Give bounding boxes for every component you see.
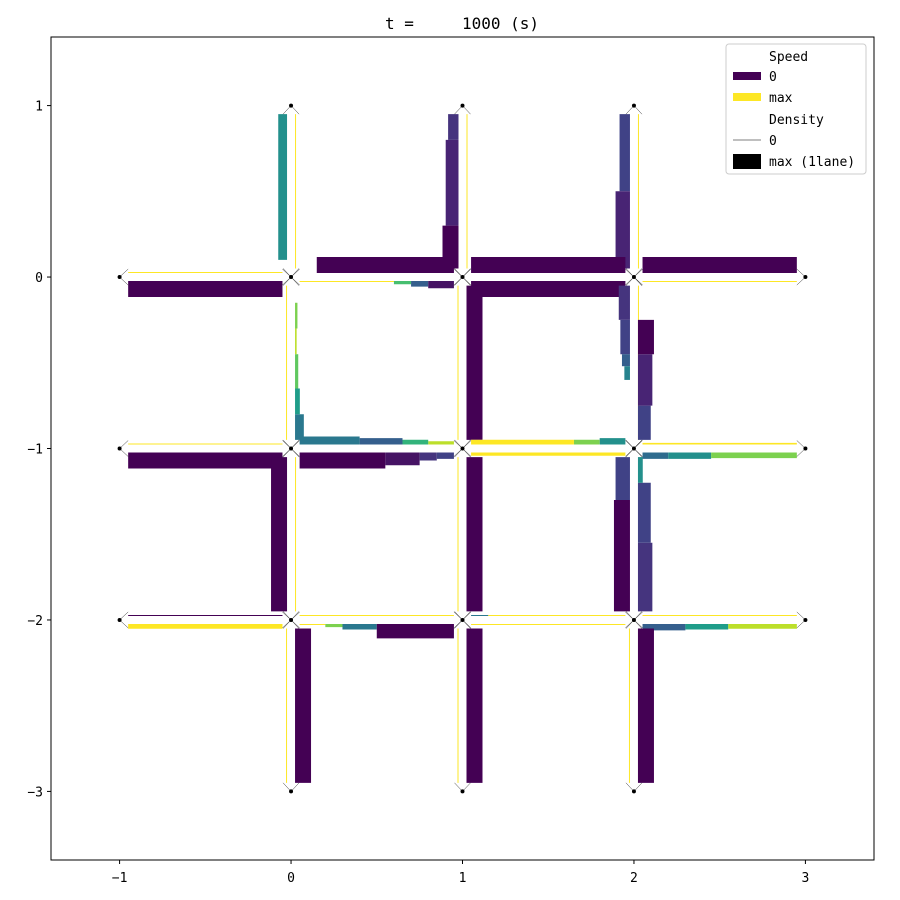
- x-tick-label: 2: [630, 871, 638, 886]
- network-node: [117, 617, 122, 622]
- y-tick-label: −2: [27, 614, 43, 629]
- legend-speed-max-label: max: [769, 91, 793, 106]
- network-node: [631, 275, 636, 280]
- network-node: [289, 617, 294, 622]
- legend-density-max-swatch: [733, 154, 761, 169]
- link-2,-1-to-2,-2: [613, 448, 635, 621]
- chart-title: t = 1000 (s): [385, 14, 539, 33]
- y-tick-label: 1: [35, 100, 43, 115]
- network-node: [631, 617, 636, 622]
- network-node: [289, 103, 294, 108]
- network-node: [803, 617, 808, 622]
- link-2,-2-to-2,-1: [633, 448, 653, 621]
- network-node: [631, 446, 636, 451]
- network-node: [803, 446, 808, 451]
- link-0,-1-to-0,0: [290, 276, 304, 449]
- legend-speed-zero-swatch: [733, 72, 761, 80]
- x-tick-label: 0: [287, 871, 295, 886]
- link-2,0-to-2,-1: [618, 276, 635, 449]
- network-node: [631, 789, 636, 794]
- y-tick-label: 0: [35, 271, 43, 286]
- y-tick-label: −1: [27, 443, 43, 458]
- network-node: [289, 275, 294, 280]
- network-node: [117, 275, 122, 280]
- network-node: [803, 275, 808, 280]
- network-node: [460, 617, 465, 622]
- link-2,-1-to-1,-1: [462, 438, 635, 449]
- legend-density-max-label: max (1lane): [769, 155, 855, 170]
- x-tick-label: −1: [112, 871, 128, 886]
- links-layer: [119, 105, 806, 792]
- network-node: [631, 103, 636, 108]
- network-node: [460, 446, 465, 451]
- link-2,-2-to-3,-2: [633, 619, 806, 631]
- legend-speed-max-swatch: [733, 93, 761, 101]
- legend: Speed 0 max Density 0 max (1lane): [725, 43, 867, 175]
- nodes-layer: [117, 103, 808, 794]
- link-1,-1-to-0,-1: [290, 436, 463, 449]
- link-2,-1-to-2,0: [633, 276, 654, 449]
- link-0,-2-to-1,-2: [290, 619, 463, 639]
- legend-density-zero-label: 0: [769, 134, 777, 149]
- axes-layer: −1 0 1 2 3 1 0 −1 −2 −3: [27, 100, 809, 886]
- legend-speed-title: Speed: [769, 50, 808, 65]
- legend-density-title: Density: [769, 113, 824, 128]
- network-node: [460, 275, 465, 280]
- network-node: [289, 446, 294, 451]
- x-tick-label: 3: [802, 871, 810, 886]
- x-tick-label: 1: [459, 871, 467, 886]
- legend-speed-zero-label: 0: [769, 70, 777, 85]
- network-node: [460, 103, 465, 108]
- network-node: [460, 789, 465, 794]
- network-node: [289, 789, 294, 794]
- y-tick-label: −3: [27, 785, 43, 800]
- link-0,0-to-1,0: [290, 276, 463, 289]
- network-node: [117, 446, 122, 451]
- link-0,-1-to-1,-1: [290, 448, 463, 469]
